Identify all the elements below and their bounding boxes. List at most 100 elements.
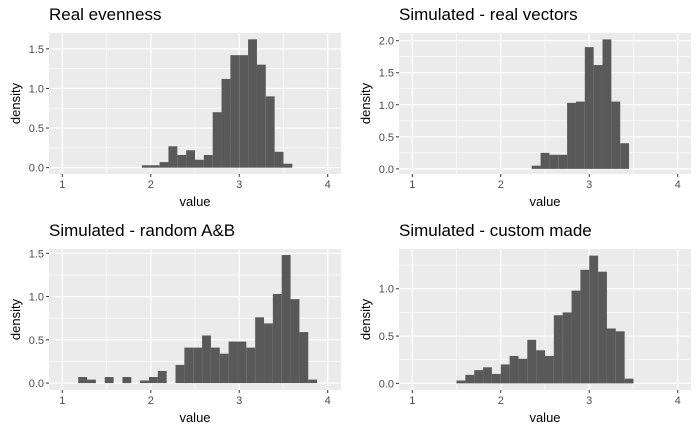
y-tick-label: 0.0 — [29, 378, 44, 390]
histogram-bar — [540, 152, 550, 169]
histogram-bar — [274, 151, 284, 168]
chart-panel: Simulated - custom made 1 2 3 4 0.0 0.5 1.0 val… — [350, 216, 700, 432]
y-tick-label: 0.5 — [379, 331, 394, 343]
x-tick-label: 4 — [325, 179, 331, 191]
histogram-bar — [157, 370, 167, 384]
histogram-bar — [239, 55, 249, 168]
histogram-bar — [474, 370, 484, 384]
histogram-bar — [500, 364, 510, 384]
chart-title: Simulated - random A&B — [49, 221, 236, 240]
x-tick-label: 3 — [586, 179, 592, 191]
histogram-bar — [210, 347, 220, 384]
histogram-bar — [246, 347, 256, 384]
chart-title: Simulated - real vectors — [399, 5, 578, 24]
x-tick-label: 4 — [325, 395, 331, 407]
histogram-bar — [203, 154, 213, 168]
histogram-bar — [593, 65, 603, 169]
x-axis-title: value — [179, 410, 210, 425]
y-tick-label: 0.0 — [379, 164, 394, 176]
histogram-bar — [611, 101, 621, 169]
histogram-bar — [549, 154, 559, 169]
histogram-bar — [615, 331, 625, 384]
histogram-bar — [141, 165, 151, 168]
y-axis-title: density — [8, 82, 23, 124]
y-axis-title: density — [8, 298, 23, 340]
histogram-bar — [281, 255, 291, 384]
y-tick-label: 1.5 — [379, 68, 394, 80]
histogram-bar — [221, 78, 231, 168]
y-tick-label: 1.0 — [379, 100, 394, 112]
y-tick-label: 1.5 — [29, 44, 44, 56]
histogram-bar — [237, 341, 247, 384]
histogram-bar — [465, 374, 475, 384]
y-tick-label: 1.5 — [29, 248, 44, 260]
histogram-bar — [299, 332, 309, 384]
chart-panel: Simulated - random A&B 1 2 3 4 0.0 0.5 1.0 1.5 v… — [0, 216, 350, 432]
x-tick-label: 2 — [498, 395, 504, 407]
histogram-bar — [122, 377, 132, 384]
histogram-bar — [140, 380, 149, 384]
y-tick-label: 2.0 — [379, 36, 394, 48]
histogram-bar — [602, 39, 612, 169]
histogram-bar — [228, 341, 238, 384]
histogram-bar — [195, 159, 204, 168]
histogram-bar — [624, 378, 634, 384]
histogram-bar — [545, 355, 554, 384]
histogram-bar — [264, 323, 273, 384]
histogram-bar — [150, 165, 160, 168]
histogram-bar — [620, 143, 630, 169]
x-tick-label: 4 — [675, 179, 681, 191]
x-tick-label: 1 — [409, 179, 415, 191]
chart-title: Real evenness — [49, 5, 162, 24]
histogram-bar — [219, 353, 229, 384]
histogram-bar — [78, 377, 88, 384]
histogram-bar — [272, 293, 282, 384]
histogram-plot: 1 2 3 4 0.0 0.5 1.0 1.5 value density — [8, 33, 341, 209]
x-tick-label: 2 — [148, 395, 154, 407]
histogram-bar — [283, 163, 293, 168]
x-tick-label: 2 — [148, 179, 154, 191]
histogram-bar — [87, 379, 96, 384]
histogram-bar — [159, 162, 169, 168]
histogram-bar — [553, 315, 563, 384]
y-tick-label: 1.0 — [29, 83, 44, 95]
x-tick-label: 3 — [236, 395, 242, 407]
histogram-bar — [567, 102, 576, 169]
x-axis-title: value — [179, 194, 210, 209]
x-tick-label: 4 — [675, 395, 681, 407]
histogram-bar — [571, 290, 581, 384]
chart-title: Simulated - custom made — [399, 221, 592, 240]
y-tick-label: 0.0 — [379, 378, 394, 390]
y-tick-label: 1.0 — [379, 284, 394, 296]
histogram-bar — [186, 150, 195, 168]
y-tick-label: 0.0 — [29, 163, 44, 175]
histogram-bar — [193, 347, 203, 384]
histogram-bar — [558, 154, 568, 169]
histogram-bar — [148, 377, 158, 384]
histogram-bar — [531, 165, 541, 169]
histogram-plot: 1 2 3 4 0.0 0.5 1.0 1.5 2.0 value density — [358, 33, 691, 209]
x-tick-label: 2 — [498, 179, 504, 191]
x-tick-label: 3 — [586, 395, 592, 407]
histogram-bar — [527, 339, 537, 384]
x-axis-title: value — [529, 194, 560, 209]
histogram-bar — [562, 312, 572, 384]
histogram-bar — [536, 350, 545, 384]
histogram-bar — [589, 255, 599, 384]
histogram-bar — [256, 64, 266, 168]
histogram-bar — [104, 377, 114, 384]
x-tick-label: 1 — [409, 395, 415, 407]
histogram-bar — [184, 347, 194, 384]
x-tick-label: 1 — [59, 395, 65, 407]
histogram-bar — [290, 299, 300, 384]
histogram-bar — [265, 96, 275, 168]
histogram-bar — [584, 47, 594, 169]
y-tick-label: 0.5 — [379, 132, 394, 144]
histogram-bar — [518, 358, 528, 384]
x-tick-label: 3 — [236, 179, 242, 191]
y-tick-label: 0.5 — [29, 123, 44, 135]
histogram-bar — [580, 269, 590, 384]
histogram-bar — [175, 364, 185, 384]
histogram-bar — [308, 379, 318, 384]
histogram-bar — [202, 335, 211, 384]
